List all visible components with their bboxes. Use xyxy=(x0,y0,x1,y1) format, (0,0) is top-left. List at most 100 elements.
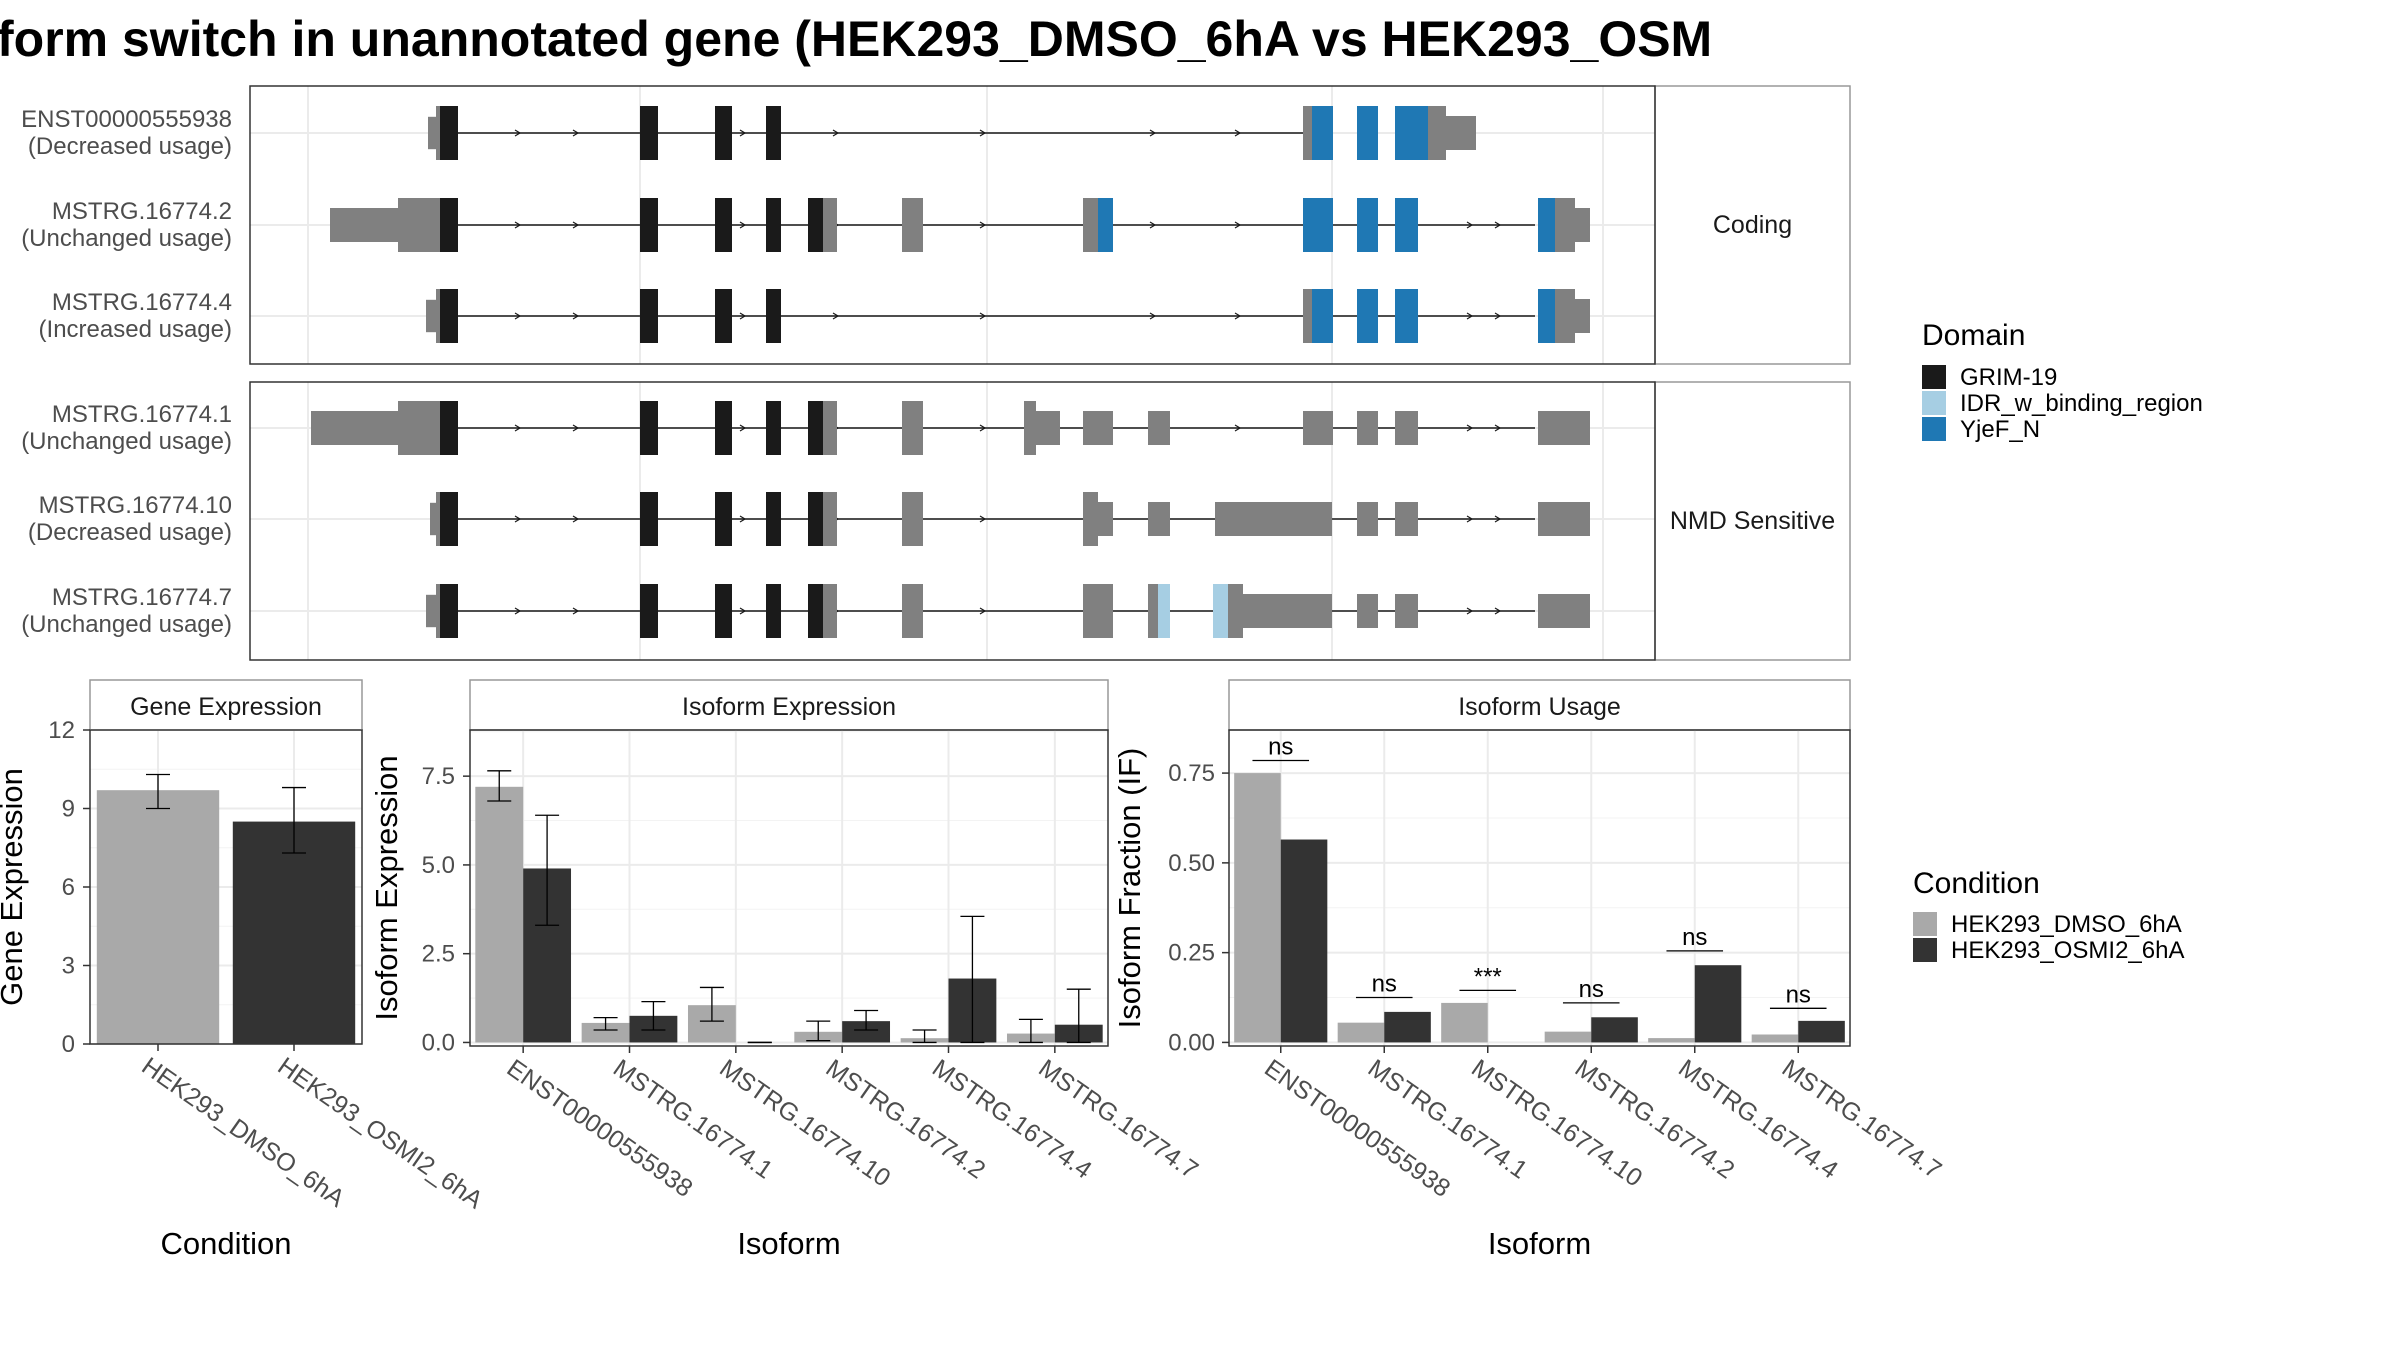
exon-block xyxy=(1098,198,1113,252)
transcript-id-label: ENST00000555938 xyxy=(21,106,232,133)
intron-arrow xyxy=(572,129,580,137)
exon-block xyxy=(640,289,658,343)
x-tick-label: ENST00000555938 xyxy=(502,1054,698,1203)
intron-arrow xyxy=(1466,312,1474,320)
exon-block xyxy=(640,584,658,638)
transcript-status-label: (Decreased usage) xyxy=(28,133,232,160)
significance-label: ns xyxy=(1268,734,1293,761)
exon-block xyxy=(1303,289,1313,343)
exon-block xyxy=(1083,492,1098,546)
exon-block xyxy=(823,492,837,546)
transcript-status-label: (Unchanged usage) xyxy=(21,428,232,455)
exon-block xyxy=(808,492,823,546)
condition-legend-label: HEK293_OSMI2_6hA xyxy=(1951,937,2184,964)
intron-arrow xyxy=(979,607,987,615)
facet-strip xyxy=(1228,679,1851,731)
intron-arrow xyxy=(832,312,840,320)
exon-block xyxy=(1357,198,1378,252)
y-axis-label: Isoform Fraction (IF) xyxy=(1112,748,1147,1029)
intron-arrow xyxy=(979,515,987,523)
exon-block xyxy=(766,584,781,638)
transcript-id-label: MSTRG.16774.1 xyxy=(52,401,232,428)
exon-block xyxy=(1538,198,1556,252)
exon-block xyxy=(1357,502,1378,536)
exon-block xyxy=(902,584,923,638)
intron-arrow xyxy=(1466,607,1474,615)
exon-block xyxy=(1357,411,1378,445)
intron-arrow xyxy=(1494,312,1502,320)
exon-block xyxy=(440,401,458,455)
bar xyxy=(1751,1034,1799,1043)
group-strip xyxy=(1654,85,1851,365)
exon-block xyxy=(398,198,442,252)
intron-arrow xyxy=(572,515,580,523)
significance-label: ns xyxy=(1682,924,1707,951)
intron-arrow xyxy=(979,424,987,432)
exon-block xyxy=(1243,594,1332,628)
exon-block xyxy=(715,289,732,343)
intron-arrow xyxy=(739,424,747,432)
exon-block xyxy=(766,106,781,160)
exon-block xyxy=(1428,106,1446,160)
y-tick-label: 0.00 xyxy=(1168,1029,1215,1056)
intron-arrow xyxy=(739,312,747,320)
y-tick-label: 0.0 xyxy=(422,1029,455,1056)
exon-block xyxy=(1303,106,1313,160)
exon-block xyxy=(1036,411,1060,445)
exon-block xyxy=(1395,106,1430,160)
exon-block xyxy=(823,401,837,455)
group-strip xyxy=(1654,381,1851,661)
exon-block xyxy=(1395,411,1418,445)
bar xyxy=(232,821,356,1044)
transcript-panel-border xyxy=(249,85,1656,365)
exon-block xyxy=(1083,584,1113,638)
exon-block xyxy=(715,106,732,160)
exon-block xyxy=(1083,198,1098,252)
bar xyxy=(581,1022,630,1043)
condition-legend-title: Condition xyxy=(1913,867,2040,900)
exon-block xyxy=(440,492,458,546)
exon-block xyxy=(1024,401,1036,455)
exon-block xyxy=(1098,502,1113,536)
transcript-panel-border xyxy=(249,381,1656,661)
exon-block xyxy=(398,401,442,455)
intron-arrow xyxy=(514,607,522,615)
group-label: Coding xyxy=(1713,211,1792,239)
exon-block xyxy=(1395,289,1418,343)
exon-block xyxy=(1228,584,1243,638)
intron-arrow xyxy=(1234,129,1242,137)
domain-legend-label: YjeF_N xyxy=(1960,416,2040,443)
exon-block xyxy=(640,198,658,252)
exon-block xyxy=(808,584,823,638)
intron-arrow xyxy=(572,221,580,229)
intron-arrow xyxy=(1234,221,1242,229)
exon-block xyxy=(766,492,781,546)
exon-block xyxy=(1538,289,1556,343)
exon-block xyxy=(1555,289,1575,343)
exon-block xyxy=(1148,584,1158,638)
domain-legend-key xyxy=(1922,417,1946,441)
exon-block xyxy=(1538,594,1590,628)
exon-block xyxy=(1303,198,1333,252)
x-axis-label: Isoform xyxy=(1488,1226,1591,1261)
domain-legend-key xyxy=(1922,391,1946,415)
intron-arrow xyxy=(1466,424,1474,432)
bar xyxy=(1384,1011,1431,1043)
intron-arrow xyxy=(1149,221,1157,229)
intron-arrow xyxy=(514,424,522,432)
intron-arrow xyxy=(739,515,747,523)
intron-arrow xyxy=(572,312,580,320)
group-label: NMD Sensitive xyxy=(1670,507,1835,535)
intron-arrow xyxy=(1149,312,1157,320)
exon-block xyxy=(715,401,732,455)
exon-block xyxy=(1357,594,1378,628)
condition-legend-key xyxy=(1913,938,1937,962)
exon-block xyxy=(440,198,458,252)
bar xyxy=(842,1021,891,1043)
y-axis-label: Isoform Expression xyxy=(369,755,404,1020)
y-tick-label: 6 xyxy=(62,874,75,901)
exon-block xyxy=(766,289,781,343)
intron-arrow xyxy=(979,221,987,229)
facet-strip xyxy=(89,679,363,731)
facet-title: Isoform Expression xyxy=(682,693,896,721)
